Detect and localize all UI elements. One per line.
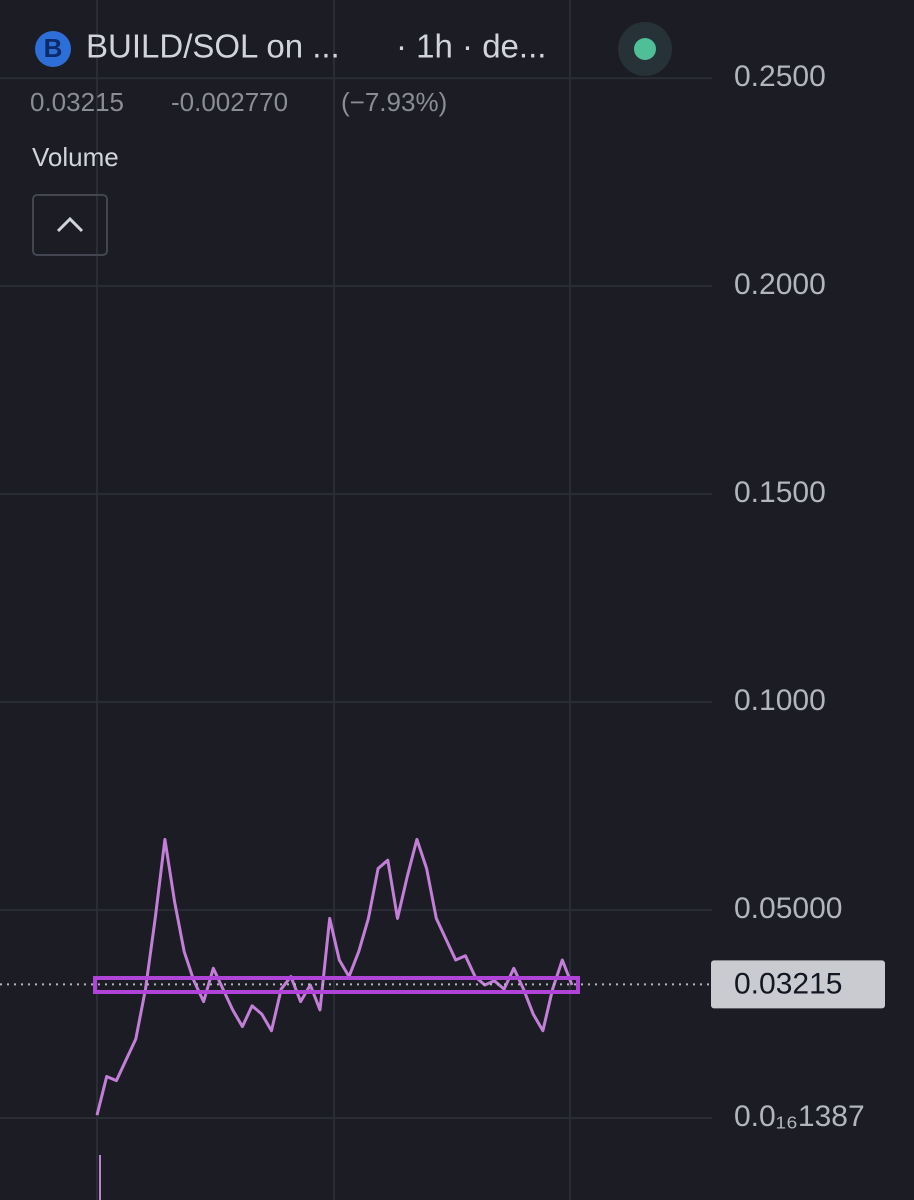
price-line — [95, 837, 574, 1116]
logo-icon — [35, 31, 71, 67]
y-tick-label: 0.1500 — [734, 476, 826, 509]
change-percent: (−7.93%) — [341, 87, 447, 117]
collapse-button[interactable] — [32, 194, 108, 256]
drawn-zone — [93, 976, 580, 994]
y-tick-label: 0.05000 — [734, 892, 842, 925]
last-price: 0.03215 — [30, 87, 124, 117]
interval: · 1h · de... — [396, 28, 546, 65]
chevron-up — [56, 216, 84, 233]
last-price-badge — [711, 960, 885, 1009]
y-tick-label: 0.2000 — [734, 268, 826, 301]
symbol: BUILD/SOL on ... — [86, 28, 340, 65]
logo-letter: B — [44, 33, 63, 63]
y-tick-label: 0.2500 — [734, 60, 826, 93]
grid — [96, 0, 571, 1200]
y-tick-label: 0.0₁₆1387 — [734, 1100, 865, 1133]
indicator: Volume — [32, 142, 119, 172]
change: -0.002770 — [171, 87, 288, 117]
y-tick-label: 0.1000 — [734, 684, 826, 717]
last-price-label: 0.03215 — [734, 967, 842, 1000]
price-axis: 0.0₁₆1387 0.05000 0.1000 0.1500 0.2000 0.2500… — [711, 60, 885, 1133]
plot — [0, 77, 712, 1120]
status-dot — [634, 38, 656, 60]
